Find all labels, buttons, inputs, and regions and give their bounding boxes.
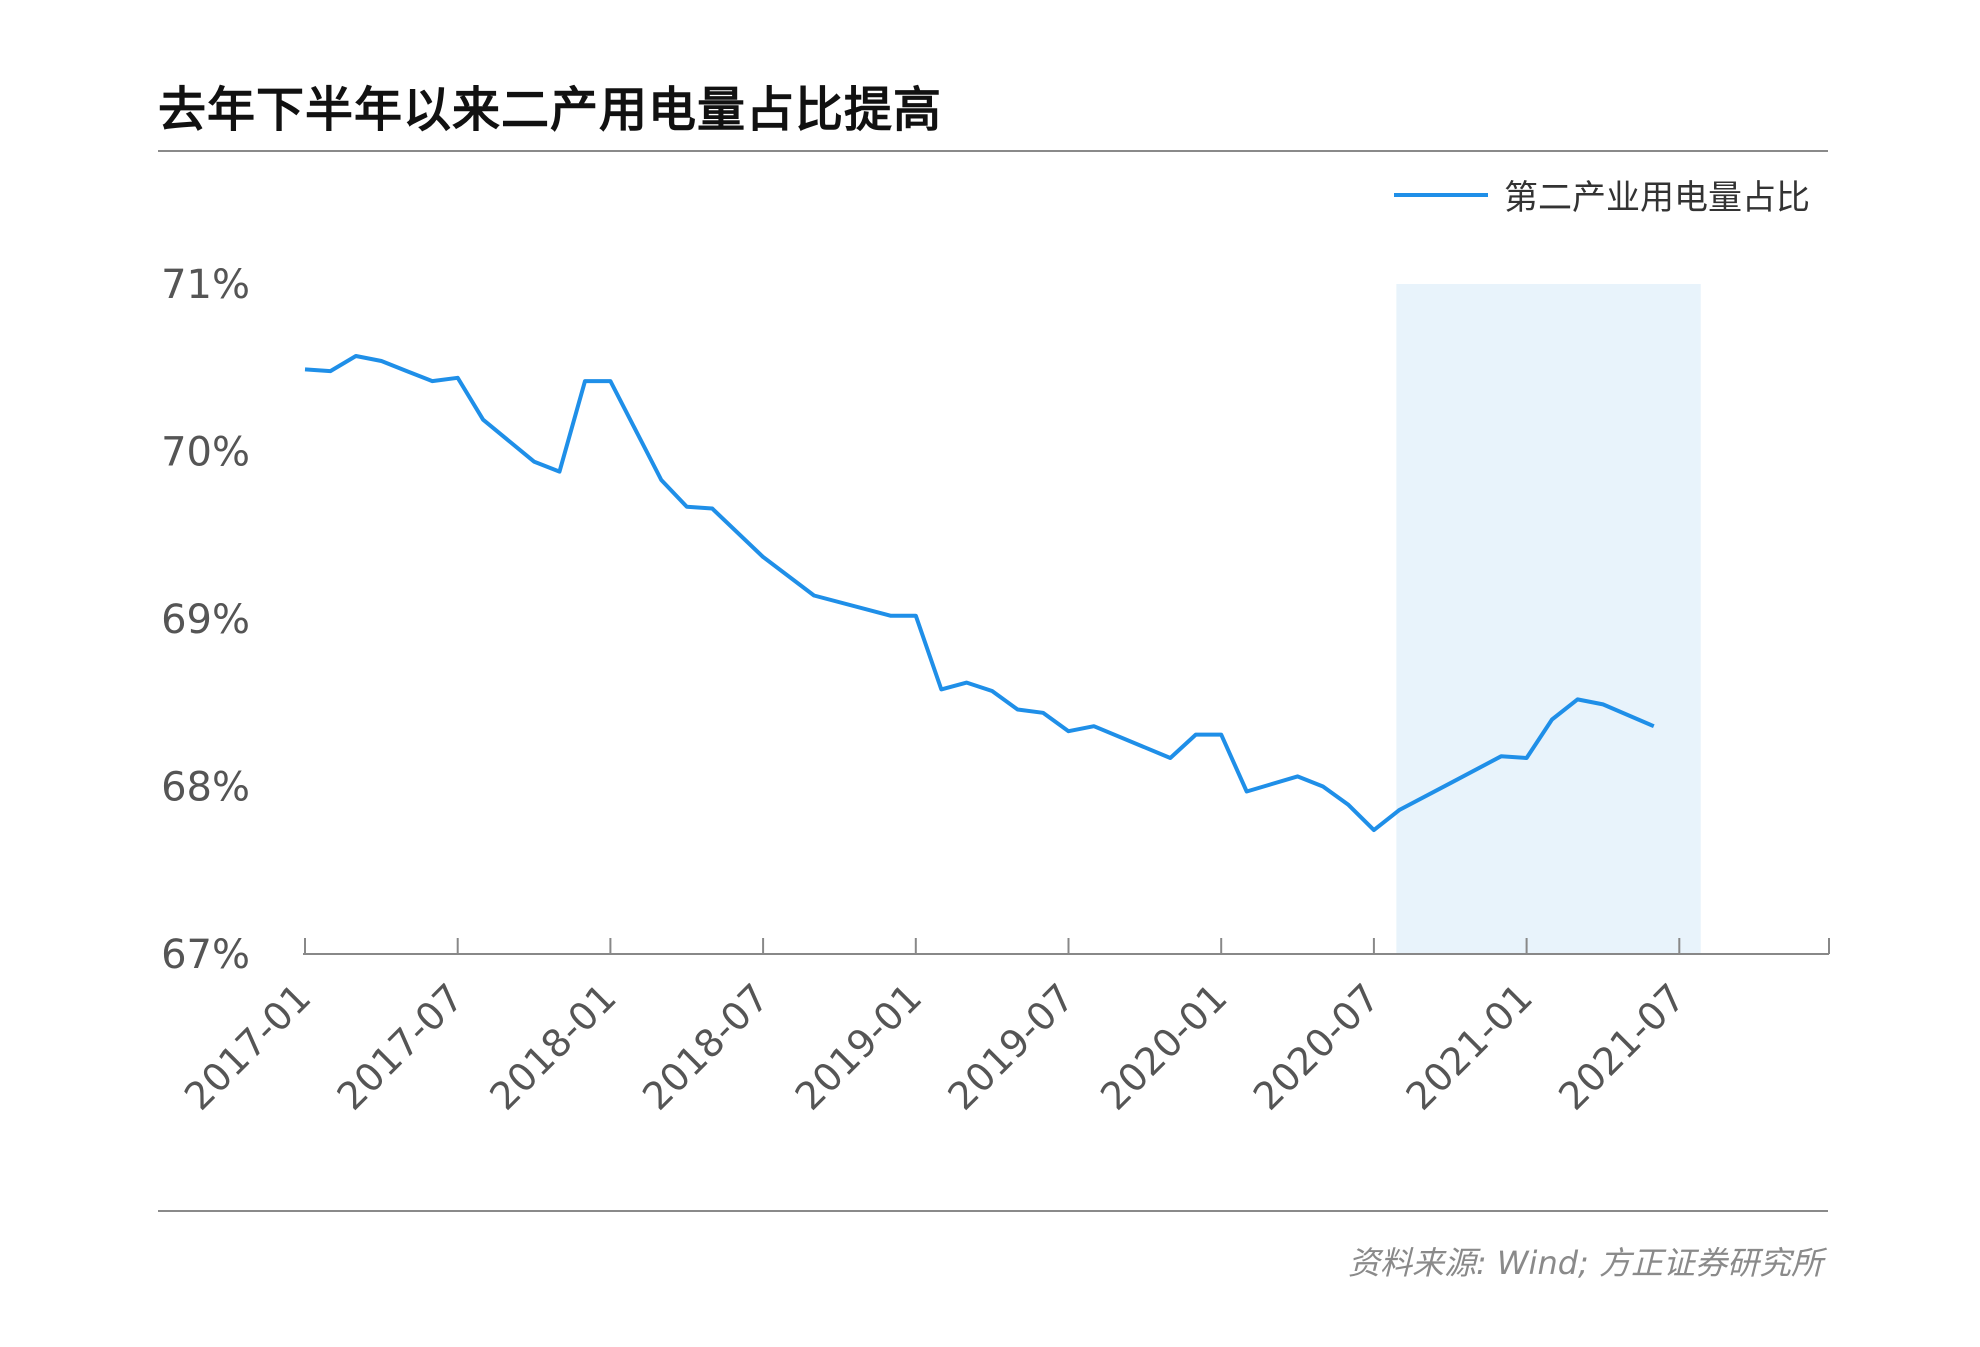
legend-swatch — [1394, 192, 1488, 197]
highlight-band — [1396, 284, 1701, 954]
x-tick-label: 2019-07 — [939, 975, 1082, 1118]
x-tick-label: 2017-07 — [329, 975, 472, 1118]
x-tick-label: 2017-01 — [176, 975, 319, 1118]
y-tick-label: 68% — [161, 765, 250, 811]
x-tick-label: 2018-07 — [634, 975, 777, 1118]
legend-label: 第二产业用电量占比 — [1504, 178, 1810, 218]
bottom-divider — [158, 1210, 1828, 1212]
x-tick-label: 2021-07 — [1550, 975, 1693, 1118]
x-tick-label: 2019-01 — [787, 975, 930, 1118]
x-tick-label: 2018-01 — [481, 975, 624, 1118]
y-tick-label: 69% — [161, 597, 250, 643]
y-tick-label: 71% — [161, 262, 250, 308]
source-note: 资料来源: Wind; 方正证券研究所 — [1347, 1244, 1823, 1282]
legend: 第二产业用电量占比 — [1394, 170, 1810, 219]
x-tick-label: 2020-07 — [1245, 975, 1388, 1118]
x-axis-ticks: 2017-01 2017-07 2018-01 2018-07 2019-01 2019-… — [176, 938, 1830, 1119]
y-axis-ticks: 67% 68% 69% 70% 71% — [161, 262, 250, 978]
series-line — [304, 354, 1655, 833]
top-divider — [158, 150, 1828, 152]
y-tick-label: 70% — [161, 430, 250, 476]
chart-title: 去年下半年以来二产用电量占比提高 — [158, 82, 943, 138]
x-tick-label: 2020-01 — [1092, 975, 1235, 1118]
y-tick-label: 67% — [161, 932, 250, 978]
x-tick-label: 2021-01 — [1398, 975, 1541, 1118]
